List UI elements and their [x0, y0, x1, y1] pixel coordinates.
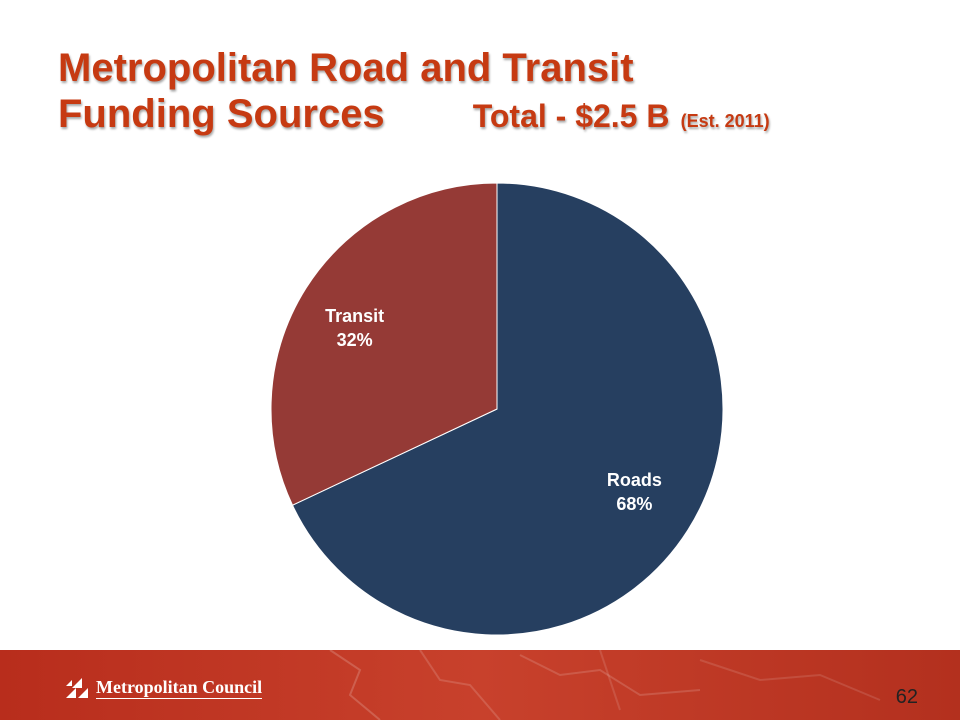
pie-labels: Roads 68% Transit 32%	[325, 306, 662, 514]
pie-slice-roads	[291, 182, 724, 636]
title-line-2: Funding Sources Total - $2.5 B (Est. 2011…	[58, 90, 938, 145]
logo-mark-icon	[66, 678, 88, 698]
metropolitan-council-logo: Metropolitan Council	[64, 672, 263, 702]
pie-label-roads: Roads 68%	[607, 470, 662, 514]
title-line-1: Metropolitan Road and Transit	[58, 46, 634, 90]
logo-text: Metropolitan Council	[96, 676, 263, 699]
page-number: 62	[895, 686, 918, 708]
pie-chart: Roads 68% Transit 32%	[270, 182, 724, 636]
footer-map-decoration	[329, 650, 881, 720]
title-total: Total - $2.5 B	[472, 98, 670, 134]
slide-title: Metropolitan Road and Transit Funding So…	[58, 46, 938, 145]
title-est: (Est. 2011)	[680, 111, 770, 131]
pie-slices	[270, 182, 724, 636]
pie-slice-transit	[270, 182, 498, 506]
title-funding-sources: Funding Sources	[58, 92, 385, 136]
footer-bar: Metropolitan Council 62	[0, 650, 960, 720]
pie-label-transit: Transit 32%	[325, 306, 384, 350]
